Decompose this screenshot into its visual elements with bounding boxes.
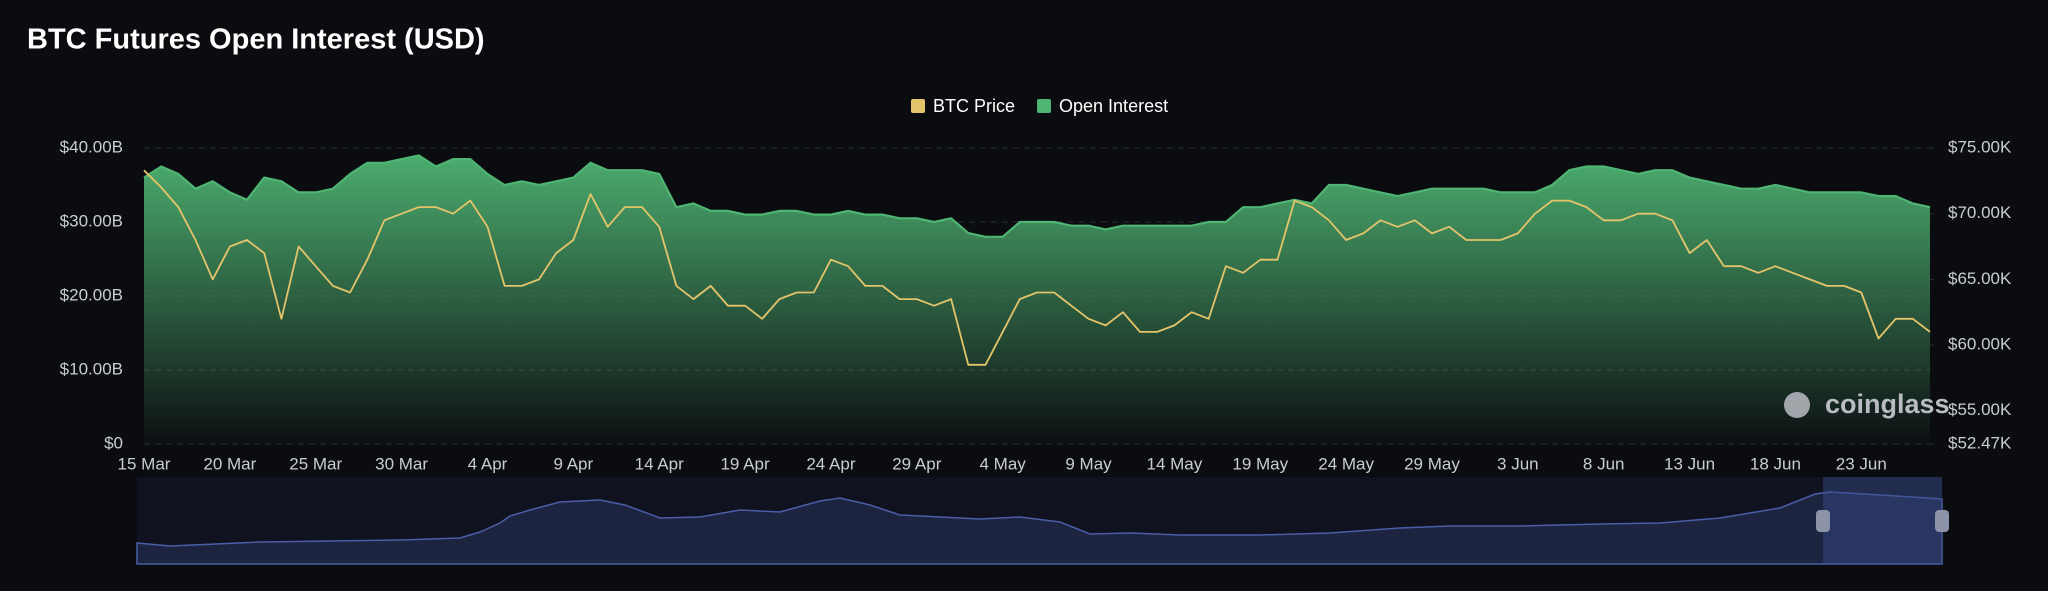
x-tick-label: 30 Mar: [375, 454, 428, 473]
legend-swatch: [911, 99, 925, 113]
x-tick-label: 19 May: [1232, 454, 1288, 473]
watermark: coinglass: [1825, 389, 1950, 419]
y-tick-label: $10.00B: [60, 359, 123, 378]
legend-label: BTC Price: [933, 96, 1015, 116]
y-tick-label: $20.00B: [60, 285, 123, 304]
x-tick-label: 23 Jun: [1836, 454, 1887, 473]
area: [144, 155, 1930, 444]
x-tick-label: 24 May: [1318, 454, 1374, 473]
x-tick-label: 4 May: [980, 454, 1027, 473]
y2-tick-label: $75.00K: [1948, 137, 2012, 156]
x-tick-label: 3 Jun: [1497, 454, 1539, 473]
x-tick-label: 20 Mar: [203, 454, 256, 473]
y-tick-label: $40.00B: [60, 137, 123, 156]
y-tick-label: $0: [104, 433, 123, 452]
x-tick-label: 4 Apr: [468, 454, 508, 473]
x-tick-label: 14 Apr: [635, 454, 684, 473]
x-tick-label: 14 May: [1147, 454, 1203, 473]
x-tick-label: 29 Apr: [892, 454, 941, 473]
x-tick-label: 24 Apr: [806, 454, 855, 473]
x-tick-label: 19 Apr: [720, 454, 769, 473]
y2-tick-label: $70.00K: [1948, 203, 2012, 222]
y2-tick-label: $60.00K: [1948, 335, 2012, 354]
plot-area: $0 $10.00B $20.00B $30.00B $40.00B $52.47K $55…: [60, 137, 2012, 473]
x-tick-label: 13 Jun: [1664, 454, 1715, 473]
legend: BTC Price Open Interest: [911, 96, 1168, 116]
y2-tick-label: $65.00K: [1948, 269, 2012, 288]
x-tick-label: 9 Apr: [553, 454, 593, 473]
line: [143, 169, 1931, 366]
navigator-series: [136, 491, 1943, 565]
legend-swatch: [1037, 99, 1052, 113]
x-tick-label: 9 May: [1065, 454, 1112, 473]
navigator-selection[interactable]: [1823, 477, 1942, 564]
x-tick-label: 8 Jun: [1583, 454, 1625, 473]
x-tick-label: 29 May: [1404, 454, 1460, 473]
y2-tick-label: $52.47K: [1948, 433, 2012, 452]
x-tick-label: 15 Mar: [118, 454, 171, 473]
legend-label: Open Interest: [1059, 96, 1168, 116]
line: [143, 154, 1931, 238]
chart-title: BTC Futures Open Interest (USD): [27, 24, 485, 56]
navigator-handle[interactable]: [1935, 510, 1949, 532]
y2-tick-label: $55.00K: [1948, 400, 2012, 419]
navigator: [136, 477, 1949, 565]
navigator-handle[interactable]: [1816, 510, 1830, 532]
x-tick-label: 18 Jun: [1750, 454, 1801, 473]
x-tick-label: 25 Mar: [289, 454, 342, 473]
watermark-logo: [1784, 392, 1810, 418]
y-tick-label: $30.00B: [60, 211, 123, 230]
